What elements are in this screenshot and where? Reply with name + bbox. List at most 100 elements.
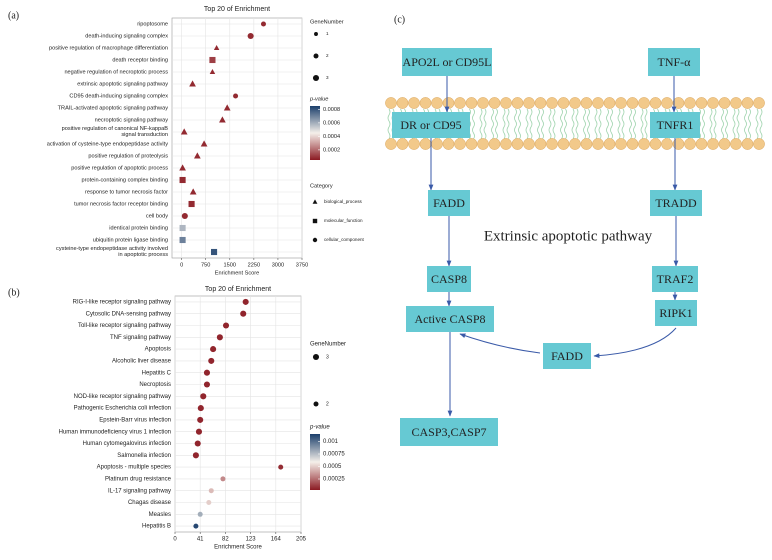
membrane-tail xyxy=(537,108,544,140)
x-tick-label: 750 xyxy=(201,262,210,268)
y-tick-label: extrinsic apoptotic signaling pathway xyxy=(77,81,168,87)
membrane-head xyxy=(730,97,742,109)
membrane-head xyxy=(753,138,765,150)
membrane-head xyxy=(718,138,731,150)
membrane-head xyxy=(672,138,685,150)
legend-title: p-value xyxy=(309,425,330,431)
node-box xyxy=(648,48,700,76)
y-tick-label: IL-17 signaling pathway xyxy=(108,488,171,494)
membrane-tail xyxy=(594,108,602,140)
panel-label: (b) xyxy=(8,287,20,298)
legend-shape xyxy=(312,218,318,224)
membrane-head xyxy=(569,138,581,150)
legend-shape xyxy=(312,237,318,243)
x-tick-label: 82 xyxy=(222,537,229,543)
data-point xyxy=(209,56,216,64)
y-tick-label: positive regulation of macrophage differ… xyxy=(49,45,168,51)
y-tick-label: Human cytomegalovirus infection xyxy=(83,441,171,447)
node-label: CASP3,CASP7 xyxy=(411,425,486,439)
x-tick-label: 0 xyxy=(180,262,183,268)
membrane-tail xyxy=(583,108,590,140)
legend-label: 2 xyxy=(326,53,329,58)
colorbar-label: 0.001 xyxy=(323,439,339,445)
membrane-head xyxy=(396,97,409,109)
membrane-head xyxy=(592,138,604,150)
diagram-title: Extrinsic apoptotic pathway xyxy=(484,228,653,244)
node-label: CASP8 xyxy=(431,272,467,286)
node-label: TRAF2 xyxy=(657,272,694,286)
node-label: RIPK1 xyxy=(659,306,692,320)
node-label: FADD xyxy=(433,196,465,210)
colorbar-label: 0.0002 xyxy=(323,147,340,153)
membrane-head xyxy=(661,138,673,150)
membrane-head xyxy=(477,97,489,109)
plot-panel xyxy=(174,295,302,533)
data-point xyxy=(188,200,195,208)
y-tick-label: NOD-like receptor signaling pathway xyxy=(74,394,171,400)
membrane-head xyxy=(741,138,754,150)
membrane-head xyxy=(465,138,478,150)
membrane-head xyxy=(580,97,593,109)
membrane-tail xyxy=(629,108,636,140)
node-box xyxy=(543,343,591,369)
data-point xyxy=(206,500,212,505)
node-box xyxy=(652,266,698,292)
y-tick-label: Measles xyxy=(149,512,171,518)
membrane-head xyxy=(707,97,719,109)
data-point xyxy=(192,452,199,459)
data-point xyxy=(193,523,199,529)
data-point xyxy=(278,464,284,470)
colorbar-label: 0.00025 xyxy=(323,477,345,483)
data-point xyxy=(223,104,231,111)
membrane-tail xyxy=(640,108,648,140)
membrane-head xyxy=(431,138,443,150)
legend-label: 1 xyxy=(326,31,329,36)
x-tick-label: 41 xyxy=(197,537,204,543)
node-box xyxy=(392,112,470,138)
membrane-tail xyxy=(617,108,625,140)
membrane-head xyxy=(408,138,420,150)
node-box xyxy=(428,190,470,216)
membrane-head xyxy=(684,138,696,150)
membrane-head xyxy=(408,97,420,109)
y-tick-label: Salmonella infection xyxy=(117,453,171,459)
y-tick-label: death-inducing signaling complex xyxy=(85,33,168,39)
y-tick-label: positive regulation of apoptotic process xyxy=(71,165,168,171)
membrane-tail xyxy=(548,108,556,140)
membrane-head xyxy=(546,138,558,150)
legend-label: 2 xyxy=(326,401,329,407)
y-tick-label: protein-containing complex binding xyxy=(82,177,168,183)
membrane-head xyxy=(500,138,512,150)
arrow xyxy=(459,333,541,354)
data-point xyxy=(247,32,254,40)
legend-title: Category xyxy=(310,183,333,189)
membrane-head xyxy=(534,138,547,150)
legend-label: 3 xyxy=(326,75,329,80)
membrane-head xyxy=(741,97,754,109)
data-point xyxy=(216,334,223,341)
data-point xyxy=(213,45,220,50)
legend-label: cellular_component xyxy=(324,237,365,242)
y-tick-label: Necroptosis xyxy=(139,382,171,388)
membrane-head xyxy=(419,97,432,109)
y-tick-label: TNF signaling pathway xyxy=(110,335,171,341)
data-point xyxy=(220,476,226,482)
legend-size-dot xyxy=(313,401,319,407)
membrane-tail xyxy=(709,108,717,140)
membrane-head xyxy=(431,97,443,109)
membrane-tail xyxy=(744,108,751,140)
membrane-head xyxy=(615,97,627,109)
y-tick-label: Cytosolic DNA-sensing pathway xyxy=(86,311,171,317)
membrane-tail xyxy=(755,108,763,140)
membrane-tail xyxy=(721,108,728,140)
y-tick-label: identical protein binding xyxy=(109,225,168,231)
plot-panel xyxy=(171,17,303,259)
data-point xyxy=(179,164,186,171)
legend-size-dot xyxy=(312,353,320,361)
data-point xyxy=(210,248,218,256)
legend-label: biological_process xyxy=(324,199,362,204)
y-tick-label: Human immunodeficiency virus 1 infection xyxy=(59,429,171,435)
y-tick-label: Apoptosis - multiple species xyxy=(97,465,171,471)
y-tick-label: Chagas disease xyxy=(128,500,172,506)
